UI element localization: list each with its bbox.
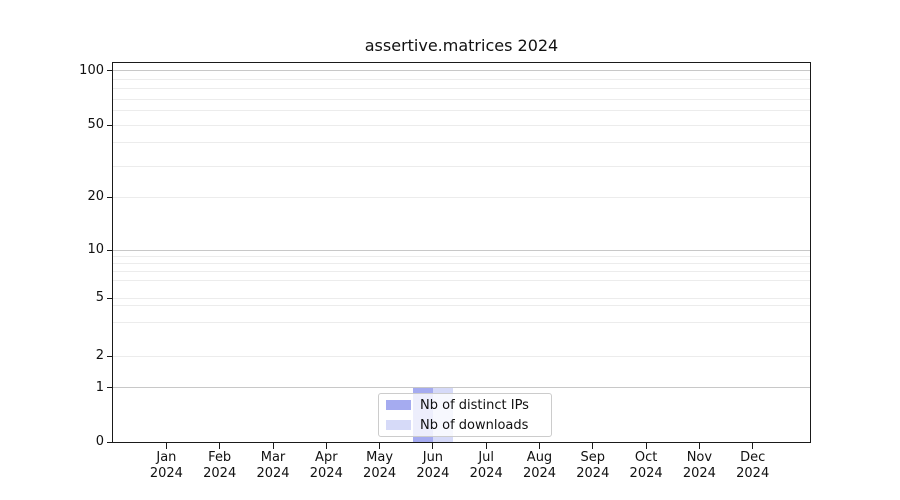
x-tick-label: Feb 2024 xyxy=(203,450,237,481)
y-tick-mark xyxy=(107,249,113,251)
x-tick-mark xyxy=(645,443,647,449)
gridline-minor xyxy=(113,98,810,100)
gridline-minor xyxy=(113,78,810,80)
y-tick-label: 100 xyxy=(79,62,104,78)
x-tick-label: Sep 2024 xyxy=(576,450,610,481)
gridline-minor xyxy=(113,165,810,167)
legend-label-downloads: Nb of downloads xyxy=(420,417,529,433)
x-tick-mark xyxy=(592,443,594,449)
y-tick-label: 50 xyxy=(87,117,104,132)
x-tick-label: Dec 2024 xyxy=(736,450,770,481)
gridline-minor xyxy=(113,321,810,323)
gridline-minor xyxy=(113,304,810,306)
gridline-minor xyxy=(113,124,810,126)
y-tick-label: 2 xyxy=(95,348,104,363)
x-tick-label: Oct 2024 xyxy=(629,450,663,481)
y-tick-label: 10 xyxy=(87,242,104,257)
x-tick-mark xyxy=(165,443,167,449)
y-tick-label: 5 xyxy=(95,290,104,305)
y-tick-mark xyxy=(107,355,113,357)
legend-entry-downloads: Nb of downloads xyxy=(386,417,551,434)
spine-right xyxy=(810,62,811,443)
gridline-minor xyxy=(113,297,810,299)
y-tick-label: 20 xyxy=(87,189,104,204)
gridline-minor xyxy=(113,270,810,272)
x-tick-label: Jun 2024 xyxy=(416,450,450,481)
y-tick-label: 0 xyxy=(95,434,104,449)
x-tick-mark xyxy=(698,443,700,449)
y-tick-mark xyxy=(107,70,113,71)
y-tick-mark xyxy=(107,124,113,126)
y-tick-mark xyxy=(107,441,113,443)
x-tick-label: Jul 2024 xyxy=(469,450,503,481)
y-tick-mark xyxy=(107,196,113,198)
x-tick-mark xyxy=(219,443,221,449)
gridline-minor xyxy=(113,141,810,143)
x-tick-mark xyxy=(539,443,540,449)
y-tick-label: 1 xyxy=(95,379,104,395)
gridline-minor xyxy=(113,196,810,198)
chart-title: assertive.matrices 2024 xyxy=(364,36,559,55)
x-tick-label: Mar 2024 xyxy=(256,450,290,481)
gridline-minor xyxy=(113,255,810,257)
legend-swatch-downloads xyxy=(386,420,411,430)
gridline-major xyxy=(113,70,810,71)
gridline-minor xyxy=(113,110,810,112)
gridline-major xyxy=(113,387,810,388)
legend: Nb of distinct IPs Nb of downloads xyxy=(378,393,552,437)
gridline-minor xyxy=(113,263,810,265)
x-tick-mark xyxy=(272,443,274,449)
y-tick-mark xyxy=(107,387,113,388)
x-tick-label: Nov 2024 xyxy=(682,450,716,481)
x-tick-mark xyxy=(485,443,487,449)
x-tick-label: May 2024 xyxy=(363,450,397,481)
legend-swatch-distinct-ips xyxy=(386,400,411,410)
x-tick-mark xyxy=(325,443,327,449)
gridline-major xyxy=(113,249,810,251)
legend-label-distinct-ips: Nb of distinct IPs xyxy=(420,397,529,413)
x-tick-mark xyxy=(379,443,381,449)
x-tick-label: Apr 2024 xyxy=(309,450,343,481)
x-tick-label: Jan 2024 xyxy=(149,450,183,481)
gridline-minor xyxy=(113,88,810,90)
spine-bottom xyxy=(112,442,811,443)
gridline-minor xyxy=(113,280,810,282)
spine-left xyxy=(112,62,113,443)
x-tick-mark xyxy=(752,443,754,449)
spine-top xyxy=(112,62,811,63)
gridline-minor xyxy=(113,355,810,357)
x-tick-mark xyxy=(432,443,434,449)
legend-entry-distinct-ips: Nb of distinct IPs xyxy=(386,397,551,414)
y-tick-mark xyxy=(107,297,113,299)
x-tick-label: Aug 2024 xyxy=(522,450,557,481)
